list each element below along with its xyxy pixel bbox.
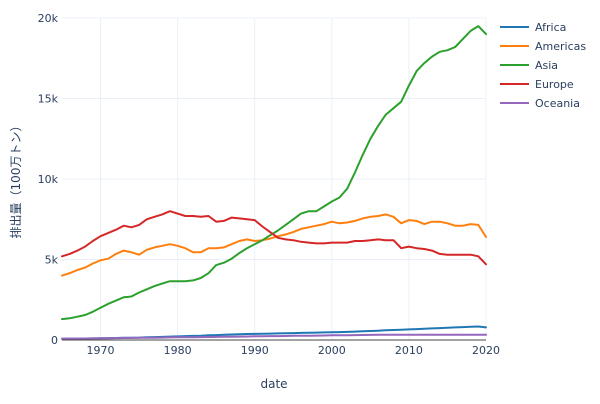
x-tick-label: 1980: [164, 344, 192, 357]
x-tick-label: 2000: [318, 344, 346, 357]
y-tick-label: 5k: [45, 254, 59, 267]
grid: [62, 17, 487, 340]
x-tick-label: 1970: [87, 344, 115, 357]
y-tick-label: 20k: [38, 12, 59, 25]
y-tick-label: 0: [51, 334, 58, 347]
series-line-asia: [61, 25, 487, 321]
x-tick-label: 2010: [395, 344, 423, 357]
legend-label-asia: Asia: [535, 59, 558, 72]
y-axis-title: 排出量（100万トン）: [9, 120, 23, 239]
series-line-americas: [61, 213, 487, 277]
axes: 0 5k 10k 15k 20k 1970 1980 1990 2000 2010 2020: [38, 12, 500, 357]
legend-label-europe: Europe: [535, 78, 574, 91]
legend-label-americas: Americas: [535, 40, 586, 53]
legend-label-africa: Africa: [535, 21, 566, 34]
series-line-oceania: [61, 333, 487, 340]
y-tick-label: 10k: [38, 173, 59, 186]
x-tick-label: 1990: [241, 344, 269, 357]
legend-label-oceania: Oceania: [535, 97, 580, 110]
x-tick-label: 2020: [472, 344, 500, 357]
y-tick-label: 15k: [38, 93, 59, 106]
legend: Africa Americas Asia Europe Oceania: [500, 21, 586, 110]
x-axis-title: date: [260, 377, 287, 391]
series-line-europe: [61, 210, 487, 266]
series-lines: [61, 25, 487, 340]
